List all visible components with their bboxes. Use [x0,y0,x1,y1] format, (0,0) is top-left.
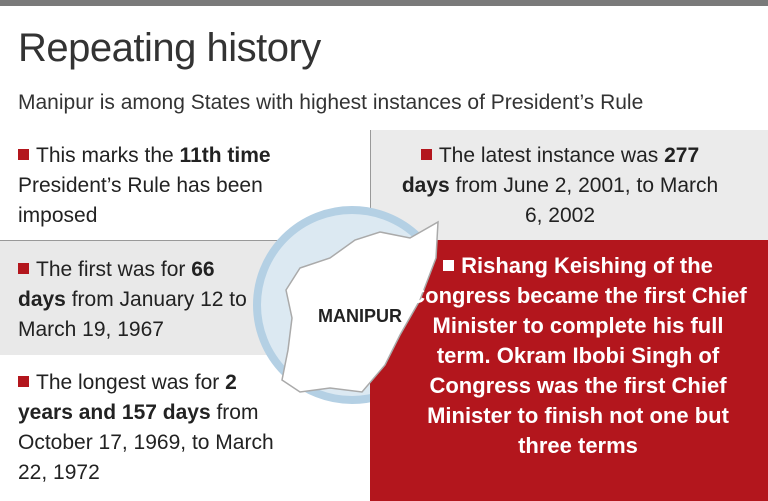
divider [0,240,285,241]
text: 11th time [179,144,271,167]
bullet [420,149,432,160]
bullet [18,263,29,274]
subtitle: Manipur is among States with highest ins… [18,91,644,114]
top-bar [0,0,768,6]
map-shape [281,220,439,393]
fact: This marks the 11th time President’s Rul… [18,141,318,231]
text: This marks the [36,144,180,167]
text: 277 days [401,144,700,197]
divider [370,130,371,240]
text: The longest was for [36,371,226,394]
red-panel [370,240,768,501]
text: The latest instance was [438,144,665,167]
text: from June 2, 2001, to March 6, 2002 [449,174,719,227]
text: 2 years and 157 days [18,371,237,424]
panel-bg [370,130,768,240]
panel-bg [0,240,300,355]
fact: The latest instance was 277 days from Ju… [400,141,720,231]
fact: The first was for 66 days from January 1… [18,255,263,345]
text: from January 12 to March 19, 1967 [18,288,247,341]
fact: The longest was for 2 years and 157 days… [18,368,293,488]
text: Rishang Keishing of the Congress became … [409,253,747,458]
fact: Rishang Keishing of the Congress became … [403,251,753,461]
text: President’s Rule has been imposed [18,174,263,227]
bullet [18,376,29,387]
text: 66 days [18,258,215,311]
title: Repeating history [18,26,321,70]
map-label: MANIPUR [318,306,402,326]
bullet [443,260,455,271]
bullet [18,149,29,160]
text: from October 17, 1969, to March 22, 1972 [18,401,274,484]
text: The first was for [36,258,192,281]
